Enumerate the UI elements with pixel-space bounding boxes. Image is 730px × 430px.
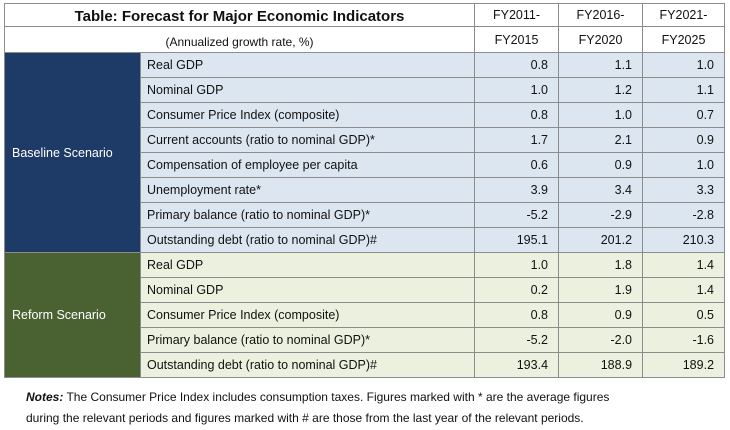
- value-cell: 195.1: [474, 227, 560, 253]
- indicator-label: Compensation of employee per capita: [139, 152, 476, 178]
- table-row: Consumer Price Index (composite) 0.8 0.9…: [5, 302, 726, 328]
- value-cell: 1.0: [558, 102, 644, 128]
- table-row: Nominal GDP 1.0 1.2 1.1: [5, 77, 726, 103]
- value-cell: 188.9: [558, 352, 644, 378]
- value-cell: 0.9: [558, 302, 644, 328]
- indicator-label: Unemployment rate*: [139, 177, 476, 203]
- indicator-label: Real GDP: [139, 252, 476, 278]
- value-cell: 1.7: [474, 127, 560, 153]
- value-cell: 0.8: [474, 52, 560, 78]
- table-row: Outstanding debt (ratio to nominal GDP)#…: [5, 227, 726, 253]
- indicator-label: Outstanding debt (ratio to nominal GDP)#: [139, 352, 476, 378]
- forecast-table: Table: Forecast for Major Economic Indic…: [3, 3, 726, 378]
- table-row: Primary balance (ratio to nominal GDP)* …: [5, 327, 726, 353]
- table-notes: Notes: The Consumer Price Index includes…: [26, 387, 716, 429]
- period-1-start: FY2011-: [474, 3, 560, 27]
- value-cell: 193.4: [474, 352, 560, 378]
- table-row: Consumer Price Index (composite) 0.8 1.0…: [5, 102, 726, 128]
- value-cell: 3.4: [558, 177, 644, 203]
- notes-line-2: during the relevant periods and figures …: [26, 411, 584, 425]
- value-cell: 0.5: [642, 302, 726, 328]
- header-row-top: Table: Forecast for Major Economic Indic…: [3, 3, 726, 27]
- value-cell: -5.2: [474, 327, 560, 353]
- notes-text-1: The Consumer Price Index includes consum…: [63, 390, 610, 404]
- value-cell: 1.0: [474, 252, 560, 278]
- table-title: Table: Forecast for Major Economic Indic…: [3, 3, 476, 27]
- value-cell: -2.9: [558, 202, 644, 228]
- table-row: Reform Scenario Real GDP 1.0 1.8 1.4: [4, 252, 726, 378]
- value-cell: 0.8: [474, 302, 560, 328]
- period-2-end: FY2020: [558, 26, 644, 53]
- value-cell: -1.6: [642, 327, 726, 353]
- value-cell: 0.9: [642, 127, 726, 153]
- value-cell: 1.4: [642, 277, 726, 303]
- value-cell: 2.1: [558, 127, 644, 153]
- indicator-label: Real GDP: [139, 52, 476, 78]
- value-cell: 1.8: [558, 252, 644, 278]
- period-3-end: FY2025: [642, 26, 726, 53]
- period-3-start: FY2021-: [642, 3, 726, 27]
- value-cell: -2.0: [558, 327, 644, 353]
- value-cell: 0.7: [642, 102, 726, 128]
- value-cell: 0.2: [474, 277, 560, 303]
- value-cell: 1.4: [642, 252, 726, 278]
- value-cell: 0.8: [474, 102, 560, 128]
- value-cell: 1.9: [558, 277, 644, 303]
- value-cell: 189.2: [642, 352, 726, 378]
- table-row: Outstanding debt (ratio to nominal GDP)#…: [5, 352, 726, 378]
- table-row: Nominal GDP 0.2 1.9 1.4: [5, 277, 726, 303]
- value-cell: 3.3: [642, 177, 726, 203]
- indicator-label: Nominal GDP: [139, 277, 476, 303]
- value-cell: 210.3: [642, 227, 726, 253]
- value-cell: 1.1: [558, 52, 644, 78]
- reform-scenario-label: Reform Scenario: [4, 252, 141, 378]
- indicator-label: Outstanding debt (ratio to nominal GDP)#: [139, 227, 476, 253]
- period-1-end: FY2015: [474, 26, 560, 53]
- value-cell: 201.2: [558, 227, 644, 253]
- value-cell: 3.9: [474, 177, 560, 203]
- value-cell: 0.9: [558, 152, 644, 178]
- notes-line-1: Notes: The Consumer Price Index includes…: [26, 387, 716, 408]
- table-row: Current accounts (ratio to nominal GDP)*…: [5, 127, 726, 153]
- table-subtitle: (Annualized growth rate, %): [3, 26, 476, 53]
- value-cell: -2.8: [642, 202, 726, 228]
- value-cell: 1.1: [642, 77, 726, 103]
- indicator-label: Current accounts (ratio to nominal GDP)*: [139, 127, 476, 153]
- indicator-label: Nominal GDP: [139, 77, 476, 103]
- value-cell: 1.0: [642, 52, 726, 78]
- value-cell: -5.2: [474, 202, 560, 228]
- indicator-label: Consumer Price Index (composite): [139, 302, 476, 328]
- header-row-bottom: (Annualized growth rate, %) FY2015 FY202…: [3, 26, 726, 53]
- period-2-start: FY2016-: [558, 3, 644, 27]
- value-cell: 0.6: [474, 152, 560, 178]
- value-cell: 1.0: [642, 152, 726, 178]
- indicator-label: Consumer Price Index (composite): [139, 102, 476, 128]
- indicator-label: Primary balance (ratio to nominal GDP)*: [139, 327, 476, 353]
- table-row: Primary balance (ratio to nominal GDP)* …: [5, 202, 726, 228]
- value-cell: 1.0: [474, 77, 560, 103]
- notes-label: Notes:: [26, 390, 64, 404]
- value-cell: 1.2: [558, 77, 644, 103]
- table-row: Baseline Scenario Real GDP 0.8 1.1 1.0: [4, 52, 726, 253]
- indicator-label: Primary balance (ratio to nominal GDP)*: [139, 202, 476, 228]
- baseline-scenario-label: Baseline Scenario: [4, 52, 141, 253]
- forecast-table-container: Table: Forecast for Major Economic Indic…: [3, 3, 726, 378]
- table-row: Compensation of employee per capita 0.6 …: [5, 152, 726, 178]
